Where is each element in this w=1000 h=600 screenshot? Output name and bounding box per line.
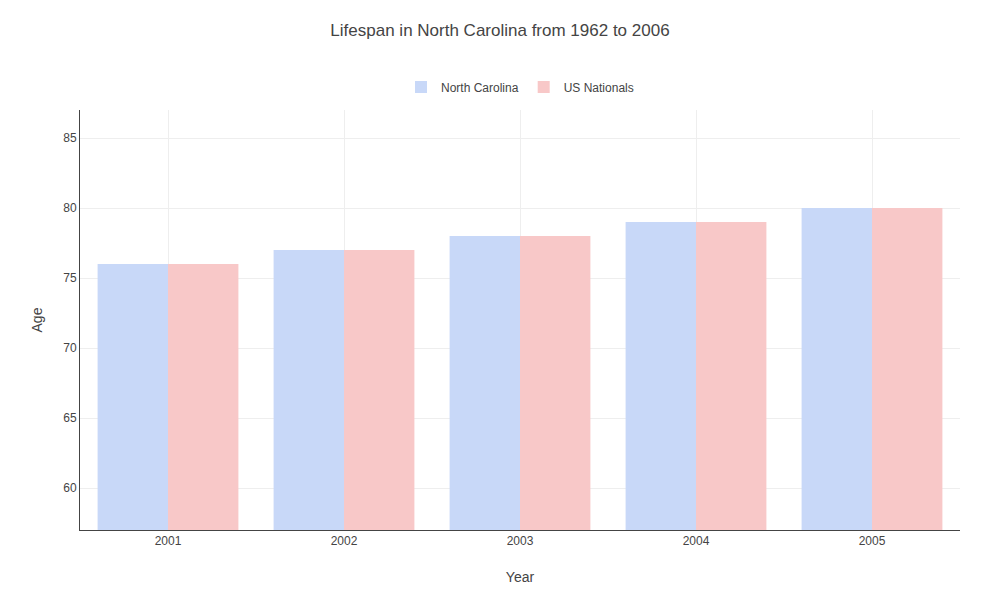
svg-text:US Nationals: US Nationals <box>564 81 634 95</box>
svg-text:85: 85 <box>63 131 77 145</box>
svg-text:2003: 2003 <box>507 534 534 548</box>
svg-text:60: 60 <box>63 481 77 495</box>
svg-text:Lifespan in North Carolina fro: Lifespan in North Carolina from 1962 to … <box>330 21 669 40</box>
svg-text:2004: 2004 <box>683 534 710 548</box>
svg-text:80: 80 <box>63 201 77 215</box>
svg-text:North Carolina: North Carolina <box>441 81 519 95</box>
svg-text:65: 65 <box>63 411 77 425</box>
svg-text:Age: Age <box>29 307 45 332</box>
svg-text:70: 70 <box>63 341 77 355</box>
svg-text:2001: 2001 <box>155 534 182 548</box>
svg-text:75: 75 <box>63 271 77 285</box>
svg-text:Year: Year <box>506 569 535 585</box>
svg-text:2002: 2002 <box>331 534 358 548</box>
svg-text:2005: 2005 <box>859 534 886 548</box>
